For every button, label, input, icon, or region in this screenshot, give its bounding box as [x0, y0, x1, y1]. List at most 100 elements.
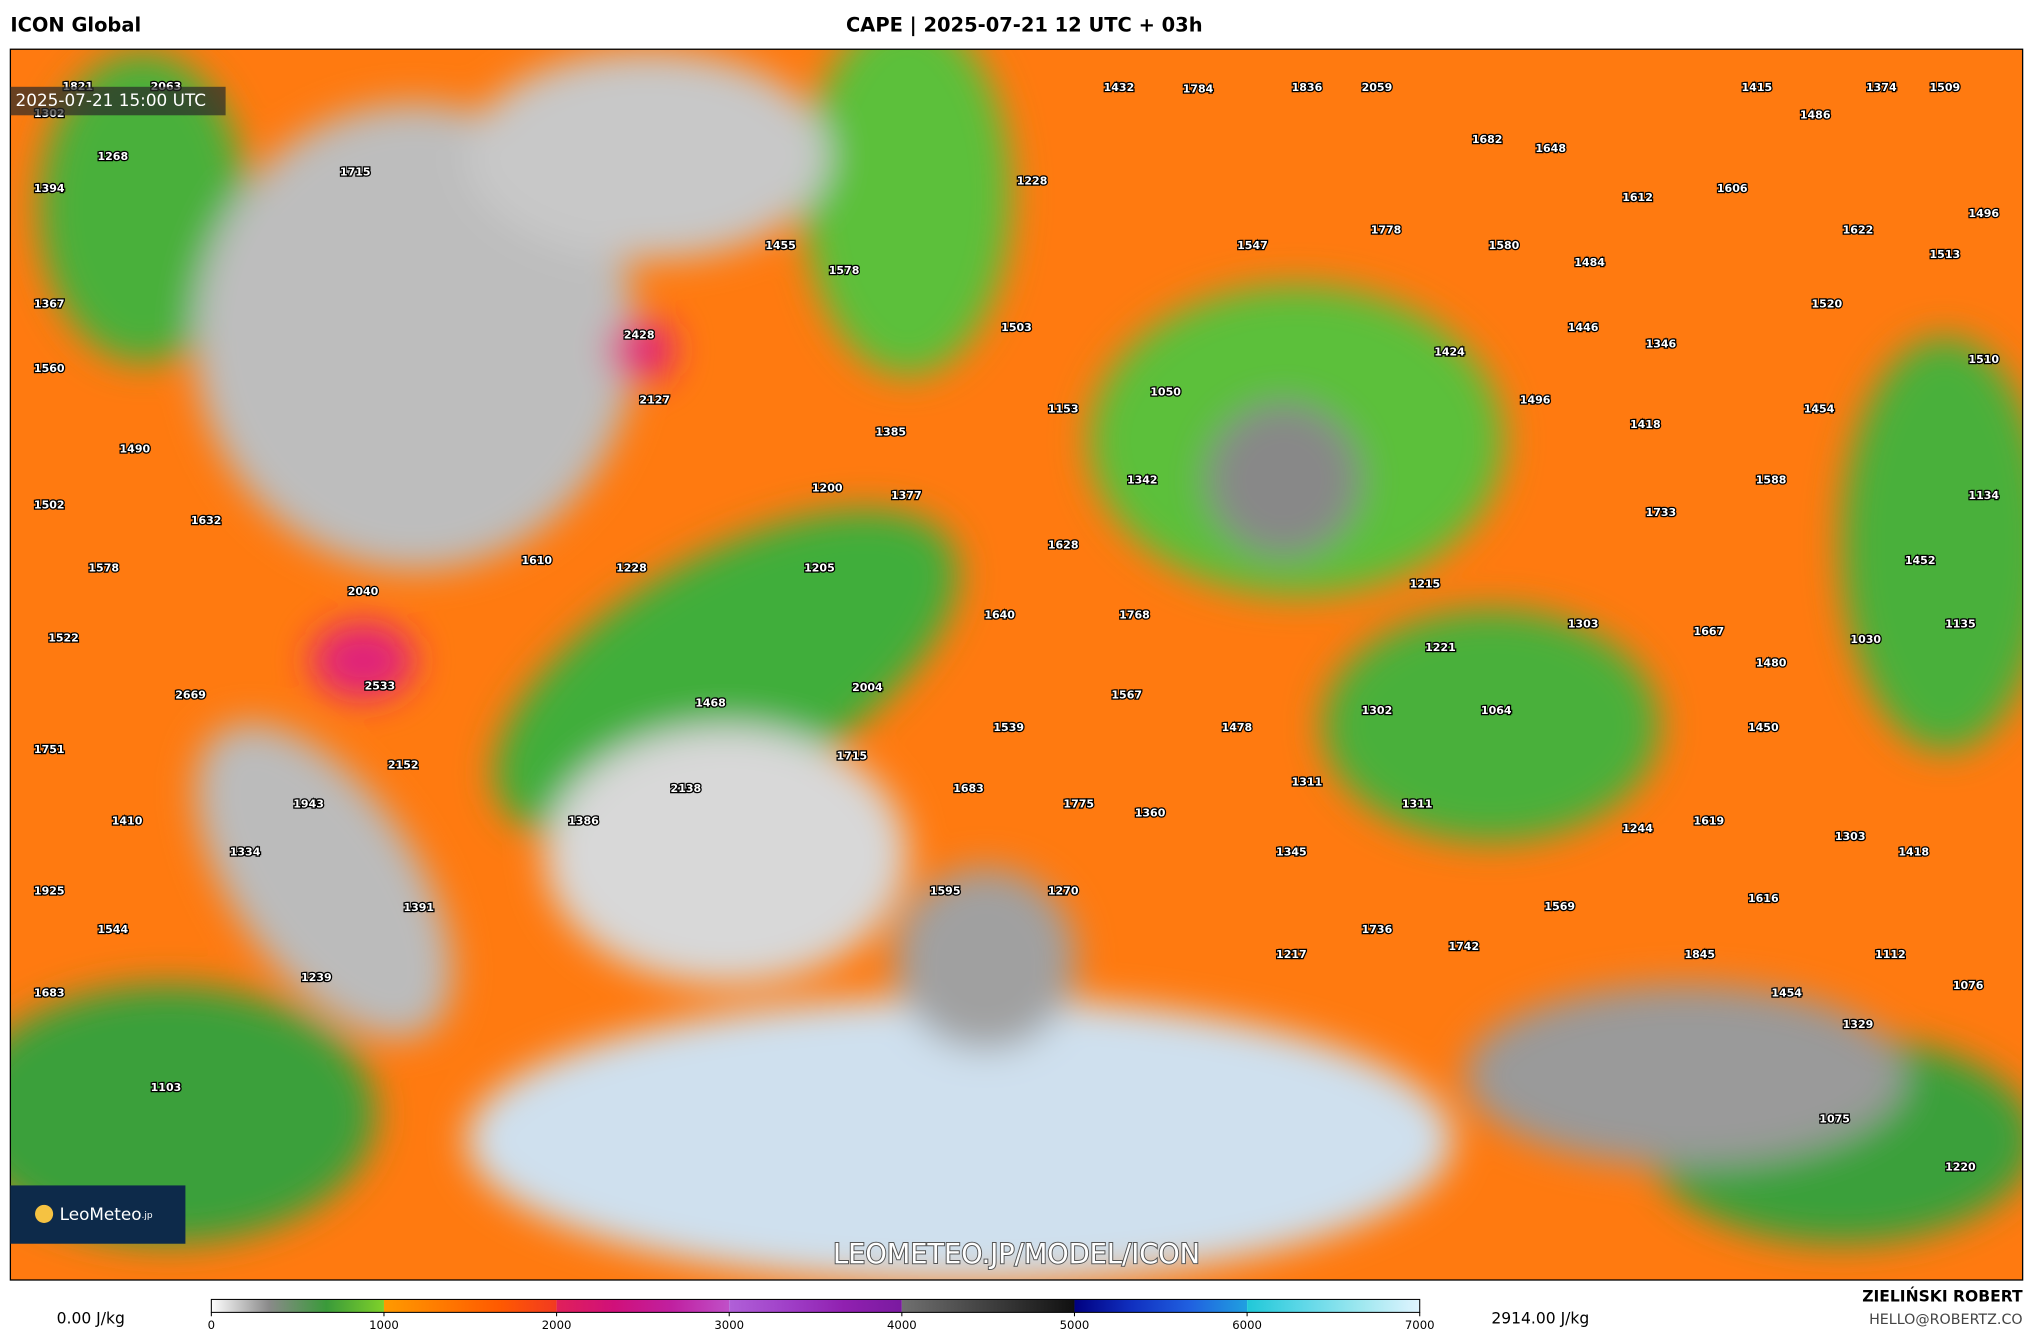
cape-label: 1480 [1756, 656, 1787, 669]
map-title: CAPE | 2025-07-21 12 UTC + 03h [846, 13, 1203, 36]
cape-label: 1454 [1771, 987, 1802, 1000]
cape-label: 1683 [34, 987, 65, 1000]
cape-label: 1632 [191, 514, 222, 527]
valid-time: 2025-07-21 15:00 UTC [16, 90, 206, 110]
cape-label: 1569 [1544, 900, 1575, 913]
cape-label: 1775 [1063, 798, 1094, 811]
cape-label: 1616 [1748, 892, 1779, 905]
cape-label: 1595 [930, 884, 961, 897]
colorbar-tick-label: 3000 [714, 1318, 744, 1332]
cape-label: 1302 [1362, 704, 1393, 717]
colorbar-tick-label: 4000 [887, 1318, 917, 1332]
colorbar-min: 0.00 J/kg [57, 1309, 125, 1327]
cape-label: 1640 [984, 608, 1015, 621]
colorbar-segment [729, 1299, 902, 1313]
cape-label: 1612 [1622, 191, 1653, 204]
cape-label: 1215 [1410, 577, 1441, 590]
watermark: LEOMETEO.JP/MODEL/ICON [833, 1239, 1200, 1270]
cape-label: 1221 [1425, 641, 1456, 654]
colorbar-segment [211, 1299, 384, 1313]
cape-label: 2533 [365, 680, 396, 693]
cape-label: 1496 [1520, 393, 1551, 406]
cape-label: 1751 [34, 743, 65, 756]
cape-label: 1715 [340, 165, 371, 178]
cape-label: 1715 [837, 750, 868, 763]
cape-label: 1268 [97, 150, 128, 163]
cape-label: 1496 [1968, 207, 1999, 220]
map-frame [9, 48, 2024, 1281]
cape-label: 1452 [1905, 554, 1936, 567]
cape-label: 1450 [1748, 721, 1779, 734]
cape-label: 1567 [1111, 689, 1142, 702]
cape-label: 1522 [48, 632, 79, 645]
cape-label: 1667 [1694, 625, 1725, 638]
cape-label: 1311 [1402, 798, 1433, 811]
cape-label: 1345 [1276, 845, 1307, 858]
cape-label: 1424 [1434, 345, 1465, 358]
cape-label: 1925 [34, 884, 65, 897]
colorbar-segment [383, 1299, 557, 1313]
cape-label: 2428 [624, 329, 655, 342]
cape-label: 1367 [34, 297, 65, 310]
colorbar-segment [556, 1299, 730, 1313]
cape-label: 1768 [1119, 608, 1150, 621]
cape-label: 1103 [151, 1081, 182, 1094]
cape-label: 1391 [403, 901, 434, 914]
colorbar-tick-label: 5000 [1060, 1318, 1090, 1332]
author: ZIELIŃSKI ROBERT [1862, 1286, 2023, 1305]
cape-label: 1733 [1646, 506, 1677, 519]
logo: LeoMeteo.jp [60, 1204, 153, 1224]
cape-label: 1220 [1945, 1160, 1976, 1173]
cape-label: 1329 [1843, 1018, 1874, 1031]
cape-label: 1736 [1362, 923, 1393, 936]
cape-label: 1228 [616, 562, 647, 575]
cape-label: 1200 [812, 481, 843, 494]
cape-label: 1153 [1048, 402, 1079, 415]
cape-label: 1432 [1104, 81, 1135, 94]
cape-label: 1410 [112, 814, 143, 827]
cape-label: 1560 [34, 362, 65, 375]
colorbar: 0 1000 2000 3000 4000 5000 6000 7000 [208, 1298, 1435, 1332]
cape-label: 1244 [1622, 822, 1653, 835]
model-name: ICON Global [10, 13, 141, 36]
cape-label: 1619 [1694, 814, 1725, 827]
cape-label: 1578 [829, 264, 860, 277]
colorbar-segment [1247, 1299, 1420, 1313]
cape-label: 1836 [1292, 81, 1323, 94]
cape-label: 1064 [1481, 704, 1512, 717]
map-background [10, 49, 2023, 1280]
cape-label: 1360 [1135, 807, 1166, 820]
cape-label: 1112 [1875, 948, 1906, 961]
cape-label: 1030 [1850, 633, 1881, 646]
cape-label: 1311 [1292, 776, 1323, 789]
email: HELLO@ROBERTZ.CO [1869, 1312, 2023, 1328]
cape-label: 1486 [1800, 108, 1831, 121]
cape-label: 1217 [1276, 948, 1307, 961]
cape-label: 1205 [804, 562, 835, 575]
cape-label: 1454 [1804, 402, 1835, 415]
cape-label: 1484 [1574, 256, 1605, 269]
cape-label: 1778 [1371, 224, 1402, 237]
cape-label: 1547 [1237, 239, 1268, 252]
cape-label: 1303 [1568, 617, 1599, 630]
cape-label: 1446 [1568, 321, 1599, 334]
cape-label: 1509 [1930, 81, 1961, 94]
cape-label: 1580 [1489, 239, 1520, 252]
cape-label: 2040 [348, 585, 379, 598]
cape-label: 2669 [175, 689, 206, 702]
time-box [10, 86, 226, 116]
cape-label: 1478 [1222, 721, 1253, 734]
colorbar-tick-label: 0 [208, 1318, 215, 1332]
cape-label: 1610 [521, 554, 552, 567]
colorbar-segment [901, 1299, 1075, 1313]
logo-suffix: .jp [142, 1211, 153, 1221]
cape-label: 1578 [88, 562, 119, 575]
cape-label: 1385 [875, 426, 906, 439]
cape-label: 1943 [293, 798, 324, 811]
cape-label: 1075 [1819, 1112, 1850, 1125]
cape-label: 1606 [1717, 182, 1748, 195]
cape-label: 1418 [1630, 418, 1661, 431]
cape-label: 1455 [765, 239, 796, 252]
